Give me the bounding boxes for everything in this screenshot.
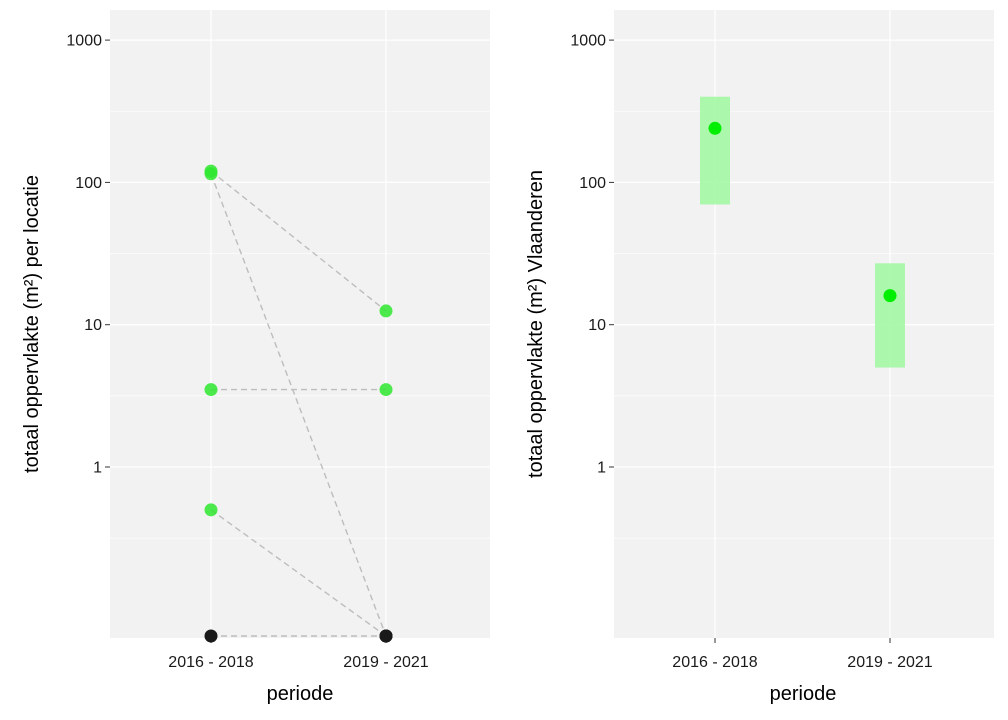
x-tick-label: 2016 - 2018 — [672, 654, 758, 671]
left-x-axis: 2016 - 2018 2019 - 2021 — [168, 638, 429, 671]
left-x-axis-title: periode — [267, 683, 334, 705]
y-tick-label: 1 — [93, 460, 102, 477]
connecting-line — [210, 170, 387, 312]
y-tick-label: 10 — [588, 317, 606, 334]
left-panel: 1 10 100 1000 2016 - 2018 2019 - 2021 period… — [21, 10, 490, 705]
x-tick-label: 2019 - 2021 — [847, 654, 933, 671]
left-plot-background — [110, 10, 490, 638]
y-tick-label: 1 — [597, 460, 606, 477]
right-points — [708, 121, 897, 303]
left-y-axis: 1 10 100 1000 — [66, 33, 110, 477]
connecting-line — [210, 509, 387, 637]
right-x-axis-title: periode — [770, 683, 837, 705]
data-point — [379, 383, 393, 397]
right-y-axis-title: totaal oppervlakte (m²) Vlaanderen — [525, 170, 547, 478]
data-point — [379, 304, 393, 318]
x-tick-label: 2016 - 2018 — [168, 654, 254, 671]
estimate-point — [883, 289, 897, 303]
right-intervals — [700, 96, 905, 368]
left-points — [204, 164, 393, 643]
data-point — [204, 167, 218, 181]
y-tick-label: 1000 — [570, 33, 606, 50]
zero-point — [379, 629, 393, 643]
right-x-axis: 2016 - 2018 2019 - 2021 — [672, 638, 933, 671]
estimate-point — [708, 121, 722, 135]
left-gridlines — [110, 10, 490, 638]
right-panel: 1 10 100 1000 2016 - 2018 2019 - 2021 period… — [525, 10, 994, 705]
left-connecting-lines — [210, 170, 387, 637]
data-point — [204, 383, 218, 397]
x-tick-label: 2019 - 2021 — [343, 654, 429, 671]
left-y-axis-title: totaal oppervlakte (m²) per locatie — [21, 175, 43, 473]
y-tick-label: 10 — [84, 317, 102, 334]
y-tick-label: 100 — [579, 175, 606, 192]
data-point — [204, 503, 218, 517]
y-tick-label: 100 — [75, 175, 102, 192]
y-tick-label: 1000 — [66, 33, 102, 50]
zero-point — [204, 629, 218, 643]
interval-band — [700, 96, 730, 205]
connecting-line — [210, 173, 387, 637]
interval-band — [875, 263, 905, 368]
right-y-axis: 1 10 100 1000 — [570, 33, 614, 477]
right-plot-background — [614, 10, 994, 638]
